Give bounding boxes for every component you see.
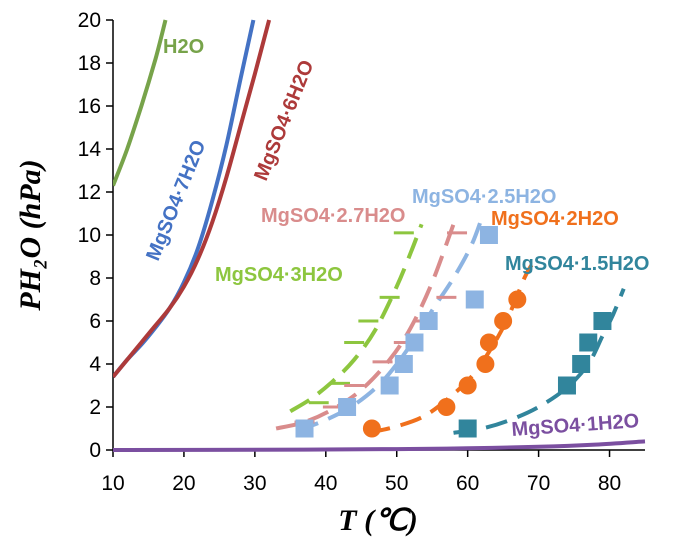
data-point-mgso4-2_5h2o	[380, 376, 399, 395]
data-point-mgso4-2_7h2o	[393, 341, 414, 344]
y-tick-label: 2	[89, 396, 101, 419]
y-tick-label: 4	[89, 353, 101, 376]
y-tick-label: 18	[78, 52, 101, 75]
series-line-mgso4-2h2o	[367, 264, 534, 435]
series-line-mgso4-1h2o	[113, 439, 646, 452]
series-label-mgso4-2h2o: MgSO4·2H2O	[491, 208, 619, 230]
x-tick-label: 20	[172, 472, 195, 495]
series-label-mgso4-6h2o: MgSO4·6H2O	[250, 57, 318, 184]
series-label-mgso4-1_5h2o: MgSO4·1.5H2O	[505, 253, 649, 275]
y-tick-label: 14	[78, 138, 102, 161]
x-tick-label: 10	[101, 472, 124, 495]
series-line-h2o	[113, 19, 168, 187]
y-tick-label: 20	[78, 9, 101, 32]
y-axis-title: PH₂O (hPa)	[14, 159, 47, 311]
series-line-mgso4-2_5h2o	[296, 217, 484, 433]
data-point-mgso4-3h2o	[344, 341, 365, 344]
series-label-mgso4-3h2o: MgSO4·3H2O	[215, 264, 343, 286]
axes: 0 2 4 6 8 10 12 14 16 18 20 10 20 30 40 50 60 70 80 T (℃) PH…	[14, 9, 645, 537]
data-point-mgso4-2_5h2o	[465, 290, 484, 309]
data-point-mgso4-2_5h2o	[419, 312, 438, 330]
y-tick-label: 10	[78, 224, 101, 247]
series-line-mgso4-2_7h2o	[275, 223, 456, 431]
data-point-mgso4-2_7h2o	[436, 295, 457, 299]
data-point-mgso4-2h2o	[479, 333, 498, 352]
data-point-mgso4-2_5h2o	[479, 226, 498, 244]
data-point-mgso4-1_5h2o	[458, 419, 477, 438]
data-point-mgso4-2_7h2o	[447, 231, 468, 235]
data-point-mgso4-2_5h2o	[295, 419, 314, 438]
data-point-mgso4-3h2o	[379, 295, 400, 299]
data-point-mgso4-2h2o	[476, 355, 495, 373]
x-tick-label: 70	[527, 472, 550, 495]
data-point-mgso4-2h2o	[508, 290, 527, 309]
data-point-mgso4-3h2o	[308, 401, 329, 405]
data-point-mgso4-2_5h2o	[394, 355, 413, 373]
data-point-mgso4-2_7h2o	[322, 405, 343, 409]
data-point-mgso4-1_5h2o	[557, 376, 576, 395]
data-point-mgso4-3h2o	[358, 319, 379, 323]
data-point-mgso4-2h2o	[458, 376, 477, 395]
x-tick-label: 40	[314, 472, 337, 495]
data-point-mgso4-1_5h2o	[593, 312, 612, 330]
series-label-mgso4-2_5h2o: MgSO4·2.5H2O	[412, 186, 556, 208]
data-point-mgso4-1_5h2o	[572, 355, 591, 373]
x-tick-label: 30	[243, 472, 266, 495]
y-tick-label: 8	[89, 267, 101, 290]
y-tick-label: 12	[78, 181, 101, 204]
data-point-mgso4-2_5h2o	[405, 333, 424, 352]
data-point-mgso4-2h2o	[437, 398, 456, 416]
x-axis-title: T (℃)	[338, 504, 418, 537]
series-label-h2o: H2O	[163, 36, 204, 58]
series-label-mgso4-2_7h2o: MgSO4·2.7H2O	[261, 205, 405, 227]
x-tick-label: 50	[385, 472, 408, 495]
y-tick-label: 6	[89, 310, 101, 333]
data-point-mgso4-2_5h2o	[338, 398, 357, 416]
y-tick-label: 16	[78, 95, 101, 118]
data-point-mgso4-2h2o	[494, 312, 513, 330]
data-point-mgso4-2h2o	[362, 419, 381, 438]
series-line-mgso4-3h2o	[289, 223, 424, 414]
data-point-mgso4-3h2o	[393, 231, 414, 235]
data-point-mgso4-1_5h2o	[579, 333, 598, 352]
series-line-mgso4-6h2o	[113, 19, 272, 379]
y-tick-label: 0	[89, 439, 101, 462]
data-point-mgso4-3h2o	[329, 381, 350, 385]
series-layer	[113, 19, 646, 452]
data-point-mgso4-2_7h2o	[372, 360, 393, 364]
markers-layer	[294, 226, 612, 438]
x-tick-label: 60	[456, 472, 479, 495]
data-point-mgso4-2_7h2o	[344, 384, 365, 387]
x-tick-label: 80	[598, 472, 621, 495]
series-label-mgso4-1h2o: MgSO4·1H2O	[511, 410, 640, 441]
